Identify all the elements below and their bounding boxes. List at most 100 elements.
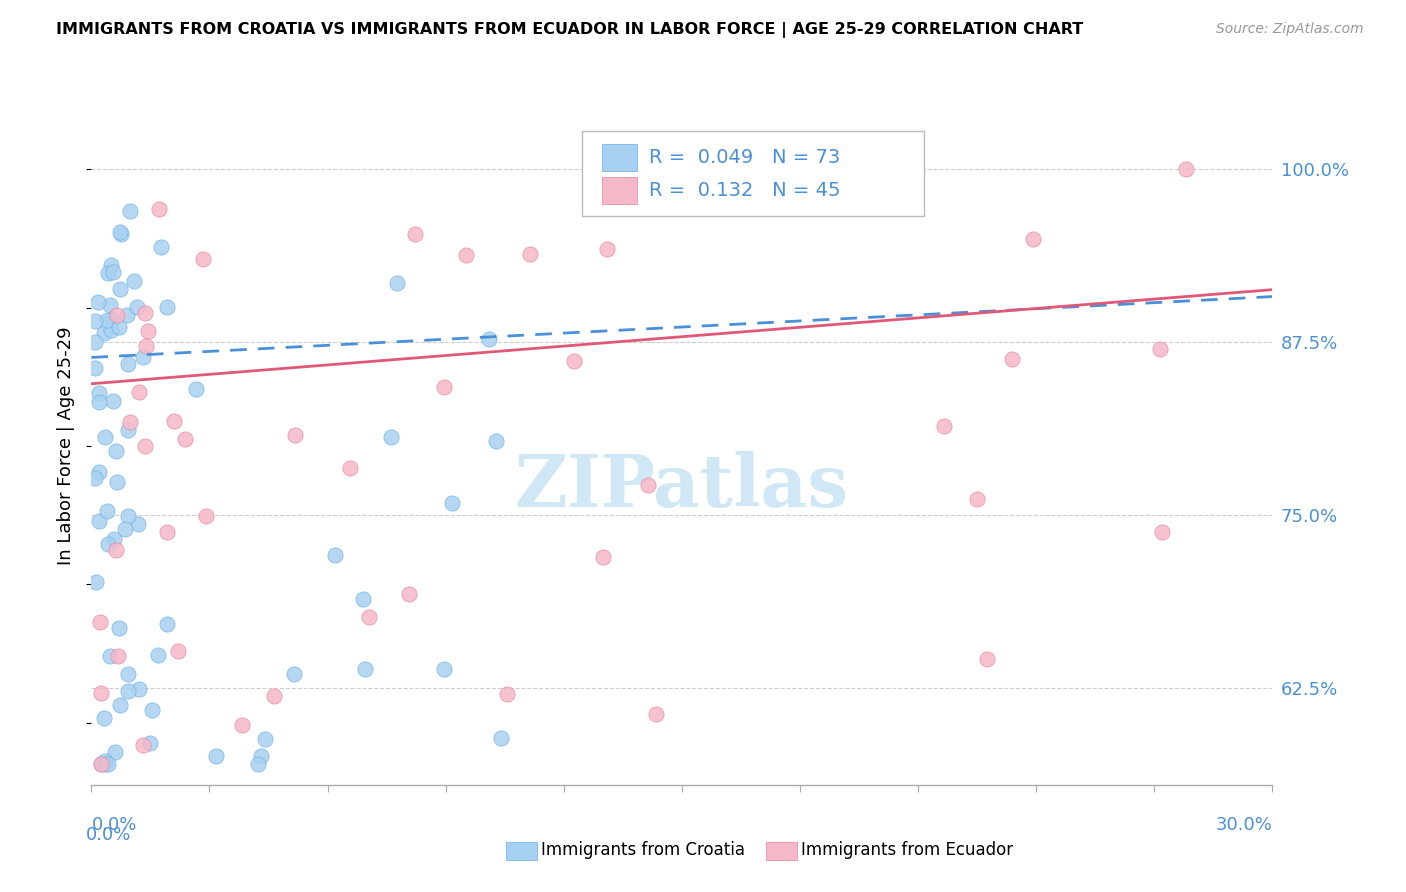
Point <box>284 427 307 442</box>
Point <box>398 587 420 601</box>
Point <box>101 394 124 409</box>
Point <box>89 395 111 409</box>
Point <box>645 706 668 721</box>
Point <box>440 496 463 510</box>
Point <box>136 325 159 339</box>
Point <box>120 204 142 219</box>
Point <box>84 471 107 485</box>
Point <box>734 184 756 198</box>
Point <box>100 312 122 326</box>
Point <box>128 385 150 400</box>
Point <box>456 248 478 262</box>
Point <box>96 503 118 517</box>
Point <box>90 757 112 772</box>
Point <box>564 353 586 368</box>
Point <box>105 443 128 458</box>
Point <box>263 689 285 703</box>
Point <box>84 335 107 350</box>
Point <box>97 757 120 772</box>
Point <box>115 309 138 323</box>
Point <box>90 686 112 700</box>
Point <box>118 415 141 429</box>
Point <box>108 621 131 635</box>
Point <box>108 320 131 334</box>
Bar <box>602 145 637 171</box>
Point <box>125 300 148 314</box>
Point <box>128 682 150 697</box>
Point <box>93 754 115 768</box>
Text: R =  0.132   N = 45: R = 0.132 N = 45 <box>648 181 841 200</box>
Point <box>108 698 131 712</box>
Point <box>141 703 163 717</box>
Point <box>592 549 614 564</box>
Point <box>976 652 998 666</box>
Point <box>156 617 179 632</box>
Point <box>114 522 136 536</box>
Point <box>135 339 157 353</box>
Point <box>86 294 108 309</box>
Point <box>283 666 305 681</box>
Point <box>117 508 139 523</box>
Point <box>93 711 115 725</box>
Point <box>94 430 117 444</box>
Point <box>357 610 380 624</box>
Point <box>167 644 190 658</box>
Point <box>108 225 131 239</box>
Point <box>146 648 169 662</box>
Point <box>1022 232 1045 246</box>
Text: Immigrants from Croatia: Immigrants from Croatia <box>541 841 745 859</box>
Point <box>323 548 346 562</box>
Point <box>193 252 215 266</box>
Point <box>433 380 456 394</box>
Point <box>93 326 115 340</box>
Point <box>107 648 129 663</box>
Point <box>485 434 508 448</box>
Point <box>100 259 122 273</box>
Point <box>127 516 149 531</box>
FancyBboxPatch shape <box>582 131 924 216</box>
Point <box>103 532 125 546</box>
Text: R =  0.049   N = 73: R = 0.049 N = 73 <box>648 148 841 168</box>
Point <box>596 242 619 256</box>
Text: 0.0%: 0.0% <box>86 826 131 844</box>
Point <box>495 688 517 702</box>
Point <box>84 575 107 590</box>
Bar <box>602 177 637 204</box>
Point <box>117 357 139 371</box>
Point <box>132 738 155 752</box>
Point <box>637 478 659 492</box>
Point <box>84 361 107 376</box>
Point <box>380 430 402 444</box>
Point <box>89 466 111 480</box>
Point <box>174 433 197 447</box>
Point <box>1174 162 1197 177</box>
Point <box>89 615 111 629</box>
Text: ZIPatlas: ZIPatlas <box>515 451 849 522</box>
Point <box>97 266 120 280</box>
Point <box>519 246 541 260</box>
Point <box>104 745 127 759</box>
Text: 30.0%: 30.0% <box>1216 816 1272 834</box>
Point <box>117 667 139 681</box>
Point <box>184 382 207 396</box>
Point <box>231 717 253 731</box>
Point <box>932 419 955 434</box>
Point <box>404 227 426 242</box>
Point <box>117 423 139 437</box>
Text: Source: ZipAtlas.com: Source: ZipAtlas.com <box>1216 22 1364 37</box>
Point <box>1001 351 1024 366</box>
Point <box>148 202 170 216</box>
Point <box>250 749 273 764</box>
Y-axis label: In Labor Force | Age 25-29: In Labor Force | Age 25-29 <box>58 326 76 566</box>
Point <box>117 684 139 698</box>
Point <box>478 332 501 346</box>
Point <box>98 298 121 312</box>
Point <box>87 514 110 528</box>
Point <box>93 757 115 772</box>
Point <box>433 662 456 676</box>
Point <box>339 461 361 475</box>
Point <box>156 300 179 314</box>
Point <box>89 386 111 401</box>
Point <box>107 475 129 489</box>
Point <box>253 732 276 747</box>
